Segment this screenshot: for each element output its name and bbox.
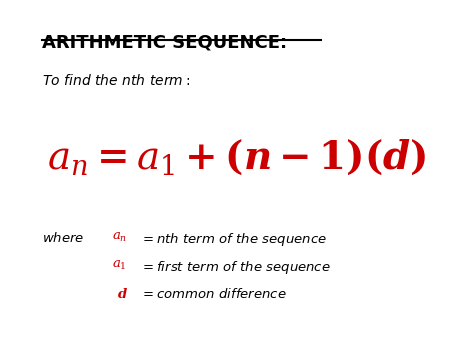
Text: $\it{= common\ difference}$: $\it{= common\ difference}$ [139, 287, 286, 301]
Text: $\boldsymbol{a_1}$: $\boldsymbol{a_1}$ [112, 259, 127, 272]
Text: $\boldsymbol{a_n}$: $\boldsymbol{a_n}$ [112, 231, 128, 244]
Text: ARITHMETIC SEQUENCE:: ARITHMETIC SEQUENCE: [42, 34, 287, 51]
Text: $\it{where}$: $\it{where}$ [42, 231, 84, 245]
Text: $\it{To\ find\ the\ nth\ term:}$: $\it{To\ find\ the\ nth\ term:}$ [42, 73, 190, 88]
Text: $\it{= first\ term\ of\ the\ sequence}$: $\it{= first\ term\ of\ the\ sequence}$ [139, 259, 330, 276]
Text: $\boldsymbol{d}$: $\boldsymbol{d}$ [117, 287, 128, 301]
Text: $\boldsymbol{a_n = a_1 + (n-1)(d)}$: $\boldsymbol{a_n = a_1 + (n-1)(d)}$ [47, 138, 427, 177]
Text: $\it{= nth\ term\ of\ the\ sequence}$: $\it{= nth\ term\ of\ the\ sequence}$ [139, 231, 327, 248]
